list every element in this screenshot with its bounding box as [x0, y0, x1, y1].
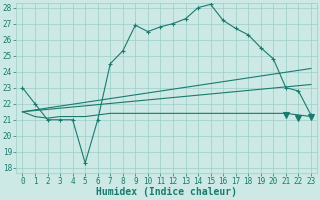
X-axis label: Humidex (Indice chaleur): Humidex (Indice chaleur) — [96, 187, 237, 197]
